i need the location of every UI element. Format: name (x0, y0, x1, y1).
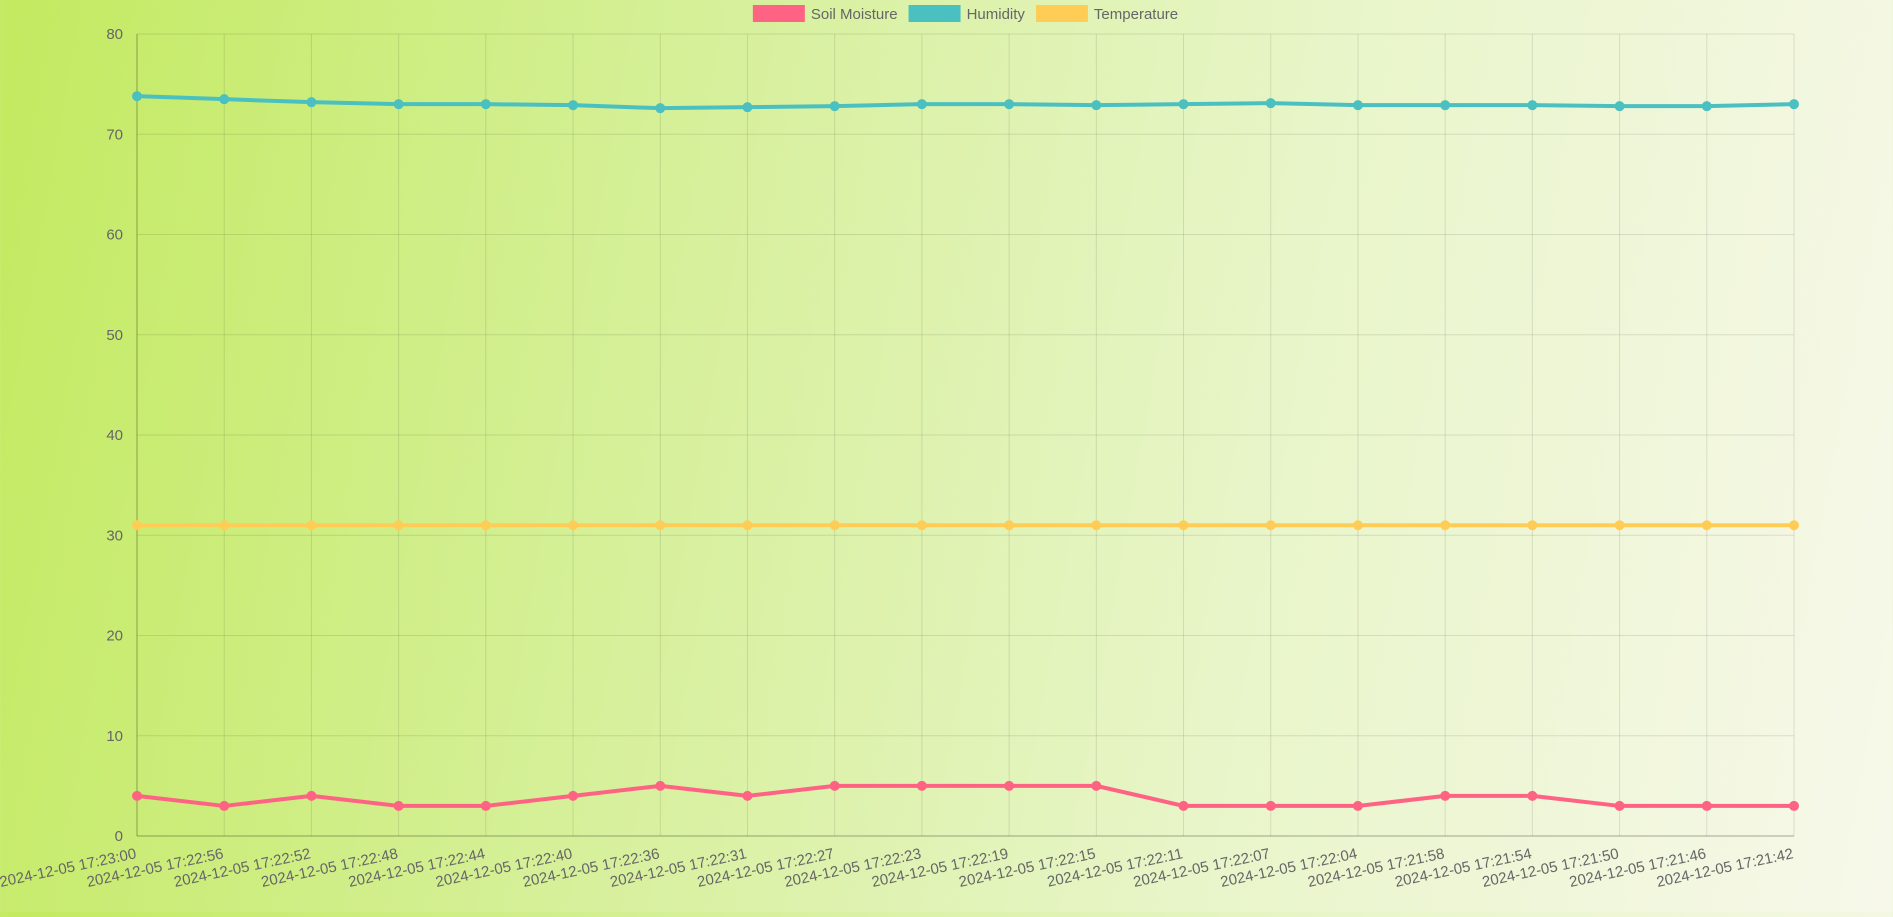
data-point-soil-moisture[interactable] (1004, 780, 1015, 791)
series-line-humidity (135, 94, 1796, 111)
data-point-humidity[interactable] (1265, 98, 1276, 109)
data-point-humidity[interactable] (1352, 100, 1363, 111)
y-tick-label: 30 (106, 527, 123, 544)
legend-item-humidity[interactable]: Humidity (908, 5, 1026, 23)
data-point-temperature[interactable] (655, 520, 666, 531)
data-point-temperature[interactable] (480, 520, 491, 531)
data-point-temperature[interactable] (1352, 520, 1363, 531)
data-point-humidity[interactable] (306, 97, 317, 108)
data-point-humidity[interactable] (1527, 100, 1538, 111)
data-point-humidity[interactable] (1701, 101, 1712, 112)
y-tick-label: 80 (106, 26, 123, 43)
y-tick-label: 70 (106, 126, 123, 143)
data-point-humidity[interactable] (655, 103, 666, 114)
chart-legend[interactable]: Soil Moisture Humidity Temperature (752, 5, 1178, 23)
data-point-temperature[interactable] (1178, 520, 1189, 531)
data-point-temperature[interactable] (1091, 520, 1102, 531)
data-point-temperature[interactable] (742, 520, 753, 531)
series-soil-moisture (132, 780, 1799, 811)
chart-series (132, 91, 1799, 811)
data-point-temperature[interactable] (1265, 520, 1276, 531)
legend-item-soil-moisture[interactable]: Soil Moisture (752, 5, 898, 23)
data-point-temperature[interactable] (219, 520, 230, 531)
data-point-soil-moisture[interactable] (1701, 800, 1712, 811)
data-point-humidity[interactable] (568, 100, 579, 111)
data-point-soil-moisture[interactable] (219, 800, 230, 811)
data-point-soil-moisture[interactable] (568, 790, 579, 801)
y-tick-label: 0 (115, 828, 123, 845)
data-point-soil-moisture[interactable] (742, 790, 753, 801)
y-tick-label: 60 (106, 227, 123, 244)
data-point-soil-moisture[interactable] (1527, 790, 1538, 801)
data-point-temperature[interactable] (393, 520, 404, 531)
data-point-soil-moisture[interactable] (132, 790, 142, 801)
legend-swatch (1035, 5, 1088, 22)
series-line-soil-moisture (135, 783, 1796, 808)
data-point-humidity[interactable] (480, 99, 491, 110)
legend-label: Soil Moisture (811, 6, 898, 23)
data-point-temperature[interactable] (1004, 520, 1015, 531)
data-point-humidity[interactable] (1004, 99, 1015, 110)
data-point-humidity[interactable] (1614, 101, 1625, 112)
y-tick-label: 50 (106, 327, 123, 344)
series-temperature (132, 520, 1799, 531)
legend-swatch (908, 5, 961, 22)
data-point-humidity[interactable] (132, 91, 142, 102)
y-tick-label: 10 (106, 728, 123, 745)
data-point-soil-moisture[interactable] (306, 790, 317, 801)
data-point-humidity[interactable] (1440, 100, 1451, 111)
data-point-soil-moisture[interactable] (480, 800, 491, 811)
data-point-humidity[interactable] (1789, 99, 1799, 110)
data-point-soil-moisture[interactable] (1614, 800, 1625, 811)
data-point-soil-moisture[interactable] (1178, 800, 1189, 811)
data-point-humidity[interactable] (1091, 100, 1102, 111)
data-point-temperature[interactable] (306, 520, 317, 531)
data-point-temperature[interactable] (1701, 520, 1712, 531)
legend-label: Temperature (1094, 6, 1178, 23)
legend-label: Humidity (967, 6, 1026, 23)
data-point-temperature[interactable] (1527, 520, 1538, 531)
y-axis: 0 10 20 30 40 50 60 70 80 (106, 26, 138, 845)
data-point-soil-moisture[interactable] (393, 800, 404, 811)
data-point-humidity[interactable] (1178, 99, 1189, 110)
data-point-soil-moisture[interactable] (655, 780, 666, 791)
data-point-temperature[interactable] (1789, 520, 1799, 531)
data-point-soil-moisture[interactable] (1352, 800, 1363, 811)
y-tick-label: 20 (106, 628, 123, 645)
data-point-temperature[interactable] (568, 520, 579, 531)
data-point-soil-moisture[interactable] (1091, 780, 1102, 791)
legend-item-temperature[interactable]: Temperature (1035, 5, 1178, 23)
y-tick-label: 40 (106, 427, 123, 444)
chart-grid (136, 33, 1795, 837)
data-point-temperature[interactable] (1440, 520, 1451, 531)
data-point-temperature[interactable] (916, 520, 927, 531)
data-point-soil-moisture[interactable] (1440, 790, 1451, 801)
data-point-humidity[interactable] (219, 94, 230, 105)
data-point-soil-moisture[interactable] (1265, 800, 1276, 811)
legend-swatch (752, 5, 805, 22)
data-point-temperature[interactable] (1614, 520, 1625, 531)
series-humidity (132, 91, 1799, 114)
data-point-soil-moisture[interactable] (916, 780, 927, 791)
data-point-humidity[interactable] (916, 99, 927, 110)
data-point-humidity[interactable] (829, 101, 840, 112)
data-point-soil-moisture[interactable] (1789, 800, 1799, 811)
data-point-temperature[interactable] (132, 520, 142, 531)
data-point-soil-moisture[interactable] (829, 780, 840, 791)
data-point-humidity[interactable] (742, 102, 753, 113)
data-point-temperature[interactable] (829, 520, 840, 531)
data-point-humidity[interactable] (393, 99, 404, 110)
